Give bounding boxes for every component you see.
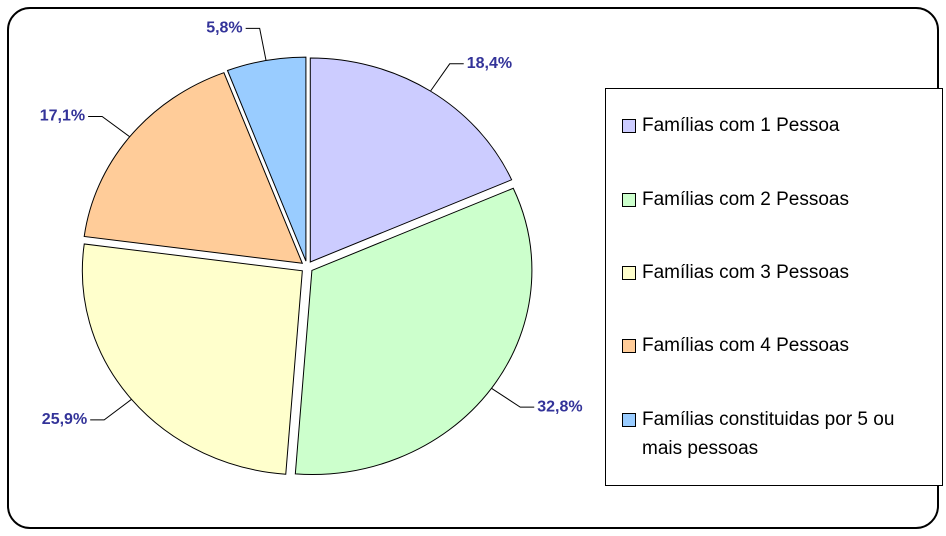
legend-swatch (622, 192, 636, 207)
legend-item: Famílias constituidas por 5 ou mais pess… (622, 405, 936, 463)
legend-label: Famílias com 4 Pessoas (642, 335, 849, 357)
value-label: 25,9% (42, 411, 87, 428)
leader-line (430, 63, 464, 92)
legend-item: Famílias com 4 Pessoas (622, 331, 936, 360)
legend-swatch (622, 339, 636, 354)
legend-item: Famílias com 3 Pessoas (622, 258, 936, 287)
legend-item: Famílias com 1 Pessoa (622, 111, 936, 140)
leader-line (491, 387, 535, 408)
pie-slice (309, 57, 513, 263)
leader-line (90, 398, 132, 421)
legend-swatch (622, 119, 636, 134)
legend-item: Famílias com 2 Pessoas (622, 185, 936, 214)
pie-slice (81, 243, 303, 475)
pie-slice (294, 187, 533, 475)
leader-line (245, 27, 267, 61)
legend-label: Famílias com 2 Pessoas (642, 188, 849, 210)
leader-line (88, 115, 131, 138)
legend-label: Famílias com 3 Pessoas (642, 261, 849, 283)
pie-slice (226, 56, 307, 262)
value-label: 32,8% (537, 398, 582, 415)
legend-swatch (622, 412, 636, 427)
legend: Famílias com 1 Pessoa Famílias com 2 Pess… (605, 88, 943, 486)
value-label: 17,1% (40, 108, 85, 125)
legend-swatch (622, 265, 636, 280)
legend-label: Famílias constituidas por 5 ou mais pess… (642, 408, 895, 459)
value-label: 5,8% (206, 20, 242, 37)
legend-label: Famílias com 1 Pessoa (642, 115, 840, 137)
value-label: 18,4% (467, 55, 512, 72)
